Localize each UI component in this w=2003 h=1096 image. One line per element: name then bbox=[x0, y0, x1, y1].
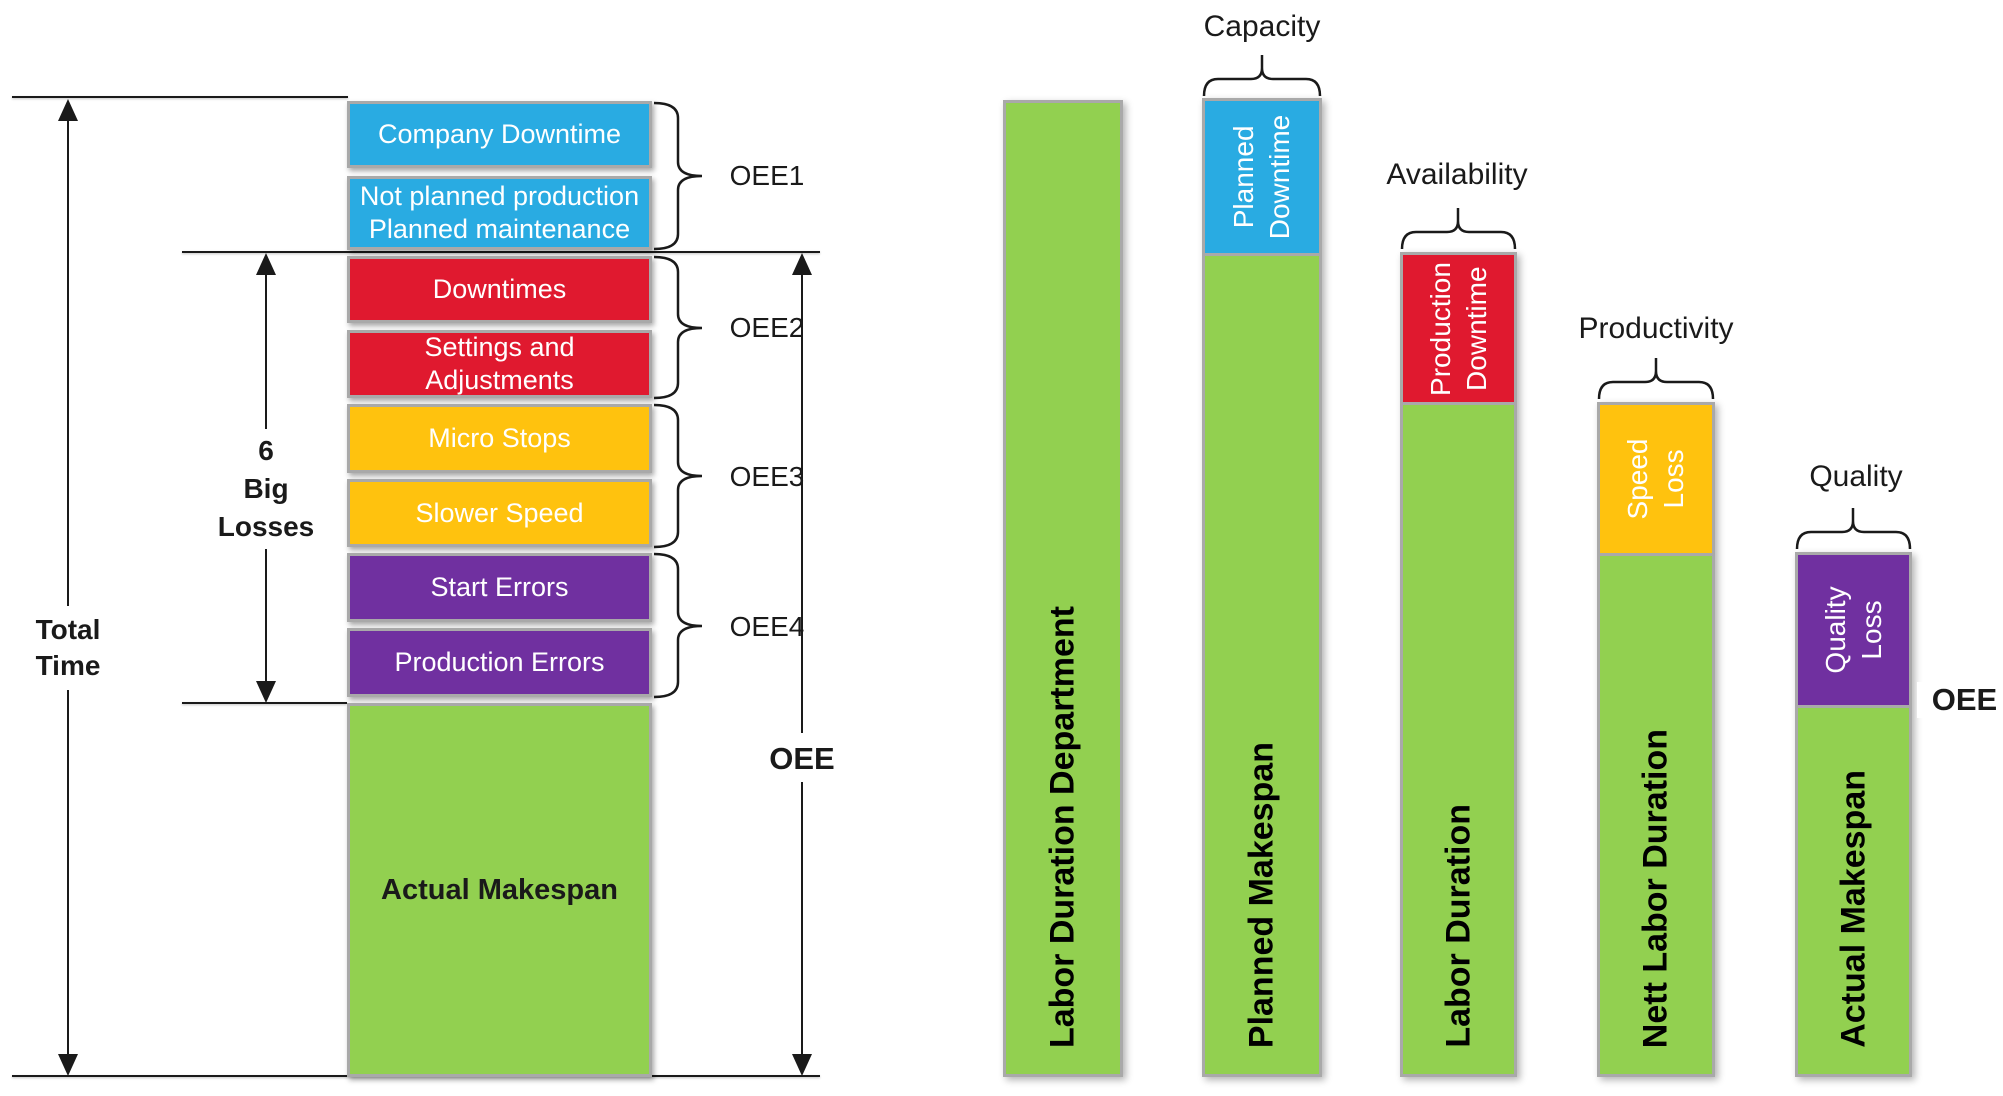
availability-brace bbox=[1400, 208, 1517, 250]
segment-label: Settings and Adjustments bbox=[424, 332, 575, 395]
oee1-brace bbox=[653, 101, 703, 251]
bar-name-label: Planned Makespan bbox=[1242, 741, 1281, 1048]
capacity-brace bbox=[1202, 55, 1322, 97]
segment-start-errors: Start Errors bbox=[347, 553, 652, 622]
makespan-level-line bbox=[182, 251, 820, 253]
oee-arrow-label: OEE bbox=[752, 741, 852, 777]
oee1-label: OEE1 bbox=[729, 160, 805, 191]
loss-line1: Quality bbox=[1819, 586, 1851, 674]
productivity-annotation: Productivity bbox=[1578, 312, 1734, 345]
big-losses-arrow-line-bottom bbox=[265, 549, 267, 683]
bar-name-label: Labor Duration bbox=[1439, 804, 1477, 1048]
stacked-loss-bar: Company Downtime Not planned production … bbox=[347, 98, 652, 1080]
oee-arrow-line-top bbox=[801, 273, 803, 733]
oee4-brace bbox=[653, 552, 703, 699]
oee-arrow-down bbox=[792, 1054, 812, 1076]
segment-label: Production Errors bbox=[394, 647, 605, 677]
quality-loss-label: Quality Loss bbox=[1818, 586, 1890, 673]
oee3-label: OEE3 bbox=[729, 461, 805, 492]
segment-label: Actual Makespan bbox=[381, 873, 618, 906]
segment-label: Start Errors bbox=[430, 572, 569, 602]
planned-downtime-section: Planned Downtime bbox=[1205, 101, 1319, 256]
loss-line2: Downtime bbox=[1264, 114, 1295, 240]
total-time-line2: Time bbox=[35, 650, 101, 681]
loss-line1: Planned bbox=[1228, 125, 1259, 229]
big-losses-arrow-up bbox=[256, 253, 276, 275]
speed-loss-label: Speed Loss bbox=[1620, 439, 1692, 520]
segment-downtimes: Downtimes bbox=[347, 256, 652, 323]
big-losses-line1: 6 bbox=[258, 435, 274, 466]
total-time-label: Total Time bbox=[8, 612, 128, 684]
big-losses-arrow-down bbox=[256, 681, 276, 703]
bar-nett-labor-duration: Speed Loss Nett Labor Duration bbox=[1597, 402, 1715, 1077]
segment-not-planned-production: Not planned production Planned maintenan… bbox=[347, 176, 652, 250]
oee-arrow-line-bottom bbox=[801, 782, 803, 1056]
segment-label: Not planned production bbox=[359, 181, 640, 211]
segment-micro-stops: Micro Stops bbox=[347, 404, 652, 473]
big-losses-label: 6 Big Losses bbox=[206, 432, 326, 546]
segment-settings-adjustments: Settings and Adjustments bbox=[347, 330, 652, 398]
segment-slower-speed: Slower Speed bbox=[347, 479, 652, 547]
bar-name-label: Nett Labor Duration bbox=[1636, 728, 1675, 1048]
quality-brace bbox=[1795, 508, 1912, 550]
loss-line1: Production bbox=[1424, 261, 1456, 396]
big-losses-arrow-line-top bbox=[265, 273, 267, 429]
bar-labor-duration-department: Labor Duration Department bbox=[1003, 100, 1123, 1077]
segment-company-downtime: Company Downtime bbox=[347, 101, 652, 168]
oee2-brace bbox=[653, 255, 703, 400]
total-time-arrow-line-bottom bbox=[67, 690, 69, 1056]
bar-actual-makespan: Quality Loss Actual Makespan bbox=[1795, 552, 1912, 1077]
segment-label: Downtimes bbox=[432, 274, 567, 304]
bar-name-label: Labor Duration Department bbox=[1043, 605, 1082, 1048]
productivity-brace bbox=[1597, 358, 1715, 400]
segment-label: Slower Speed bbox=[415, 497, 584, 528]
planned-downtime-label: Planned Downtime bbox=[1226, 115, 1298, 239]
total-time-arrow-up bbox=[58, 99, 78, 121]
total-time-arrow-down bbox=[58, 1054, 78, 1076]
oee2-label: OEE2 bbox=[729, 312, 805, 343]
total-time-top-line bbox=[12, 96, 348, 98]
oee4-label: OEE4 bbox=[729, 611, 805, 642]
big-losses-line3: Losses bbox=[217, 511, 315, 542]
loss-line2: Loss bbox=[1855, 600, 1887, 660]
production-downtime-section: Production Downtime bbox=[1403, 255, 1514, 405]
segment-label-line2: Planned maintenance bbox=[368, 214, 631, 244]
segment-label: Micro Stops bbox=[428, 423, 571, 453]
bar-labor-duration: Production Downtime Labor Duration bbox=[1400, 252, 1517, 1077]
oee-arrow-up bbox=[792, 253, 812, 275]
production-downtime-label: Production Downtime bbox=[1423, 262, 1495, 396]
speed-loss-section: Speed Loss bbox=[1600, 405, 1712, 556]
loss-line1: Speed bbox=[1622, 438, 1653, 520]
oee-result-label: OEE bbox=[1917, 682, 2003, 718]
segment-production-errors: Production Errors bbox=[347, 628, 652, 697]
loss-line2: Loss bbox=[1658, 449, 1689, 509]
bar-planned-makespan: Planned Downtime Planned Makespan bbox=[1202, 98, 1322, 1077]
bar-name-label: Actual Makespan bbox=[1834, 770, 1872, 1048]
quality-annotation: Quality bbox=[1809, 460, 1903, 493]
segment-actual-makespan: Actual Makespan bbox=[347, 703, 652, 1077]
oee3-brace bbox=[653, 403, 703, 549]
total-time-arrow-line-top bbox=[67, 119, 69, 606]
quality-loss-section: Quality Loss bbox=[1798, 555, 1909, 708]
total-time-line1: Total bbox=[35, 614, 101, 645]
big-losses-line2: Big bbox=[243, 473, 289, 504]
losses-bottom-line bbox=[182, 702, 347, 704]
capacity-annotation: Capacity bbox=[1203, 10, 1321, 43]
loss-line2: Downtime bbox=[1460, 266, 1492, 391]
availability-annotation: Availability bbox=[1386, 158, 1528, 191]
segment-label: Company Downtime bbox=[377, 119, 622, 149]
